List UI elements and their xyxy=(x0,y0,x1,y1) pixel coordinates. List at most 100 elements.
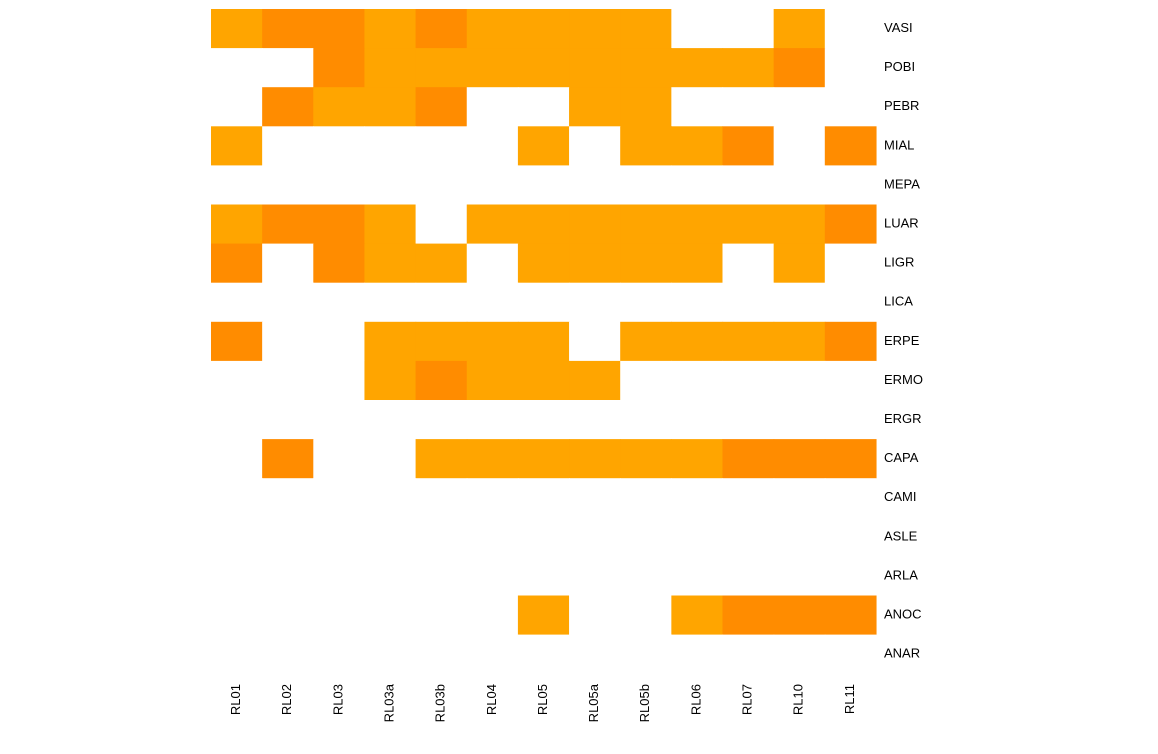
column-label: RL10 xyxy=(791,684,806,715)
heatmap-cell-LICA-RL11 xyxy=(824,282,877,323)
heatmap-cell-ANOC-RL05a xyxy=(569,595,621,636)
heatmap-cell-MEPA-RL11 xyxy=(824,165,877,206)
heatmap-cell-VASI-RL04 xyxy=(466,9,519,49)
heatmap-cell-ERPE-RL06 xyxy=(671,321,724,362)
column-label: RL06 xyxy=(688,684,703,715)
row-label: ANOC xyxy=(884,606,922,621)
heatmap-cell-LUAR-RL11 xyxy=(824,204,877,245)
heatmap-cell-LICA-RL01 xyxy=(211,282,263,323)
heatmap-cells xyxy=(211,9,877,675)
heatmap-cell-ERMO-RL05a xyxy=(569,360,621,401)
row-label: CAPA xyxy=(884,450,919,465)
heatmap-cell-ANOC-RL10 xyxy=(773,595,826,636)
heatmap-cell-LICA-RL05b xyxy=(620,282,672,323)
heatmap-cell-POBI-RL11 xyxy=(824,48,877,88)
heatmap-cell-PEBR-RL03a xyxy=(364,87,417,127)
heatmap-cell-ERGR-RL07 xyxy=(722,400,775,440)
heatmap-cell-CAPA-RL02 xyxy=(262,439,314,479)
heatmap-cell-MEPA-RL03 xyxy=(313,165,366,206)
heatmap-cell-ANOC-RL11 xyxy=(824,595,877,636)
heatmap-cell-VASI-RL10 xyxy=(773,9,826,49)
heatmap-cell-ARLA-RL06 xyxy=(671,556,724,597)
heatmap-cell-LUAR-RL03b xyxy=(415,204,468,245)
column-label: RL11 xyxy=(842,684,857,714)
row-label: ANAR xyxy=(884,646,920,661)
heatmap-cell-LIGR-RL05 xyxy=(517,243,570,284)
heatmap-cell-LUAR-RL01 xyxy=(211,204,263,245)
heatmap-cell-ERMO-RL05 xyxy=(517,360,570,401)
heatmap-cell-ERPE-RL01 xyxy=(211,321,263,362)
heatmap-cell-VASI-RL11 xyxy=(824,9,877,49)
heatmap-cell-MEPA-RL01 xyxy=(211,165,263,206)
heatmap-cell-ERPE-RL07 xyxy=(722,321,775,362)
heatmap-cell-VASI-RL03b xyxy=(415,9,468,49)
heatmap-cell-ANOC-RL06 xyxy=(671,595,724,636)
row-label: MEPA xyxy=(884,176,920,191)
heatmap-cell-CAMI-RL05b xyxy=(620,478,672,518)
heatmap-cell-ARLA-RL07 xyxy=(722,556,775,597)
heatmap-cell-LICA-RL10 xyxy=(773,282,826,323)
heatmap-cell-LICA-RL02 xyxy=(262,282,314,323)
heatmap-cell-VASI-RL03a xyxy=(364,9,417,49)
heatmap-cell-CAMI-RL11 xyxy=(824,478,877,518)
heatmap-cell-ERGR-RL01 xyxy=(211,400,263,440)
heatmap-cell-ERPE-RL05a xyxy=(569,321,621,362)
heatmap-cell-VASI-RL05b xyxy=(620,9,672,49)
heatmap-cell-MEPA-RL10 xyxy=(773,165,826,206)
heatmap-cell-CAMI-RL03 xyxy=(313,478,366,518)
heatmap-cell-ANAR-RL06 xyxy=(671,634,724,675)
heatmap-cell-LIGR-RL10 xyxy=(773,243,826,284)
heatmap-cell-ARLA-RL05b xyxy=(620,556,672,597)
heatmap-cell-ERGR-RL03b xyxy=(415,400,468,440)
heatmap-cell-MIAL-RL01 xyxy=(211,126,263,166)
heatmap-cell-CAPA-RL06 xyxy=(671,439,724,479)
heatmap-cell-PEBR-RL05 xyxy=(517,87,570,127)
heatmap-cell-ERMO-RL11 xyxy=(824,360,877,401)
heatmap-cell-LICA-RL05a xyxy=(569,282,621,323)
heatmap-cell-LIGR-RL03a xyxy=(364,243,417,284)
heatmap-cell-CAPA-RL04 xyxy=(466,439,519,479)
heatmap-cell-ARLA-RL02 xyxy=(262,556,314,597)
row-label: VASI xyxy=(884,20,913,35)
heatmap-cell-ERMO-RL02 xyxy=(262,360,314,401)
heatmap-cell-ARLA-RL11 xyxy=(824,556,877,597)
heatmap-cell-LICA-RL03a xyxy=(364,282,417,323)
column-label: RL05a xyxy=(586,683,601,722)
heatmap-cell-LUAR-RL07 xyxy=(722,204,775,245)
column-label: RL05 xyxy=(535,684,550,715)
heatmap-cell-POBI-RL07 xyxy=(722,48,775,88)
heatmap-cell-ARLA-RL05 xyxy=(517,556,570,597)
heatmap-cell-PEBR-RL03b xyxy=(415,87,468,127)
heatmap-cell-LUAR-RL05a xyxy=(569,204,621,245)
heatmap-cell-POBI-RL02 xyxy=(262,48,314,88)
heatmap-cell-ERGR-RL03a xyxy=(364,400,417,440)
heatmap-cell-ERMO-RL03a xyxy=(364,360,417,401)
heatmap-cell-ERGR-RL05a xyxy=(569,400,621,440)
row-label: ERGR xyxy=(884,411,922,426)
heatmap-cell-ERPE-RL03a xyxy=(364,321,417,362)
heatmap-cell-CAPA-RL05b xyxy=(620,439,672,479)
heatmap-cell-ASLE-RL03a xyxy=(364,517,417,557)
heatmap-cell-ARLA-RL03b xyxy=(415,556,468,597)
heatmap-cell-VASI-RL02 xyxy=(262,9,314,49)
heatmap-cell-LIGR-RL07 xyxy=(722,243,775,284)
heatmap-cell-POBI-RL05 xyxy=(517,48,570,88)
column-labels: RL01 RL02 RL03 RL03a RL03b RL04 RL05 RL05a RL05b… xyxy=(228,683,857,722)
heatmap-cell-LIGR-RL06 xyxy=(671,243,724,284)
column-label: RL04 xyxy=(484,684,499,715)
heatmap-cell-VASI-RL07 xyxy=(722,9,775,49)
heatmap-cell-CAPA-RL03b xyxy=(415,439,468,479)
row-label: LIGR xyxy=(884,255,914,270)
heatmap-cell-CAPA-RL03 xyxy=(313,439,366,479)
heatmap-cell-VASI-RL03 xyxy=(313,9,366,49)
heatmap-cell-LICA-RL05 xyxy=(517,282,570,323)
heatmap-cell-LIGR-RL11 xyxy=(824,243,877,284)
heatmap-cell-ASLE-RL05b xyxy=(620,517,672,557)
heatmap-cell-ANAR-RL03a xyxy=(364,634,417,675)
row-label: ASLE xyxy=(884,528,918,543)
heatmap-cell-ANAR-RL05a xyxy=(569,634,621,675)
column-label: RL07 xyxy=(740,684,755,715)
heatmap-cell-PEBR-RL10 xyxy=(773,87,826,127)
heatmap-cell-ERMO-RL01 xyxy=(211,360,263,401)
